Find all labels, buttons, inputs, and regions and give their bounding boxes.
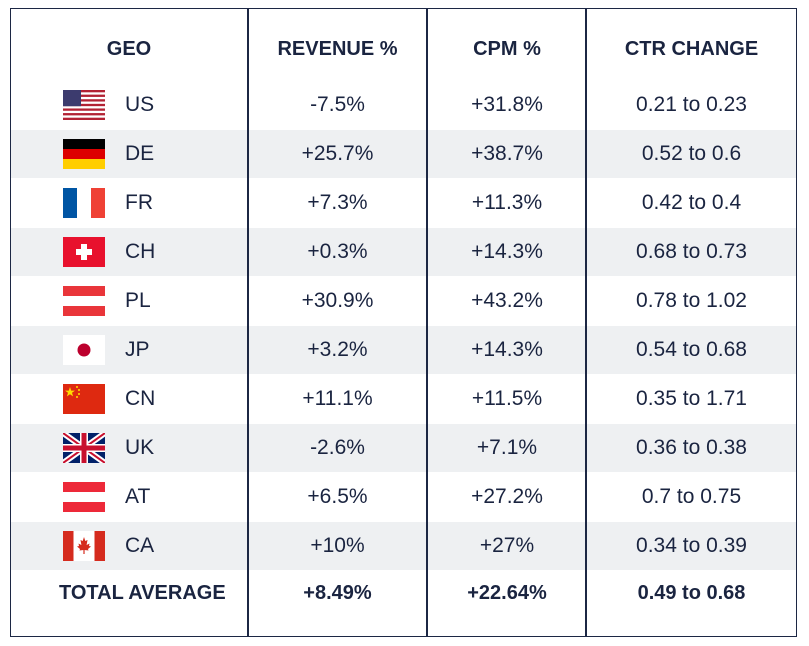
table-row: CA +10% +27% 0.34 to 0.39 [11, 522, 796, 570]
pl-flag-icon [63, 286, 105, 316]
geo-cell: JP [11, 326, 247, 374]
ctr-cell: 0.36 to 0.38 [636, 436, 747, 459]
table-row: CH +0.3% +14.3% 0.68 to 0.73 [11, 228, 796, 276]
cpm-cell: +43.2% [471, 289, 543, 312]
geo-code: FR [125, 191, 153, 214]
header-geo: GEO [106, 37, 152, 60]
total-row: TOTAL AVERAGE +8.49% +22.64% 0.49 to 0.6… [11, 569, 796, 617]
ctr-cell: 0.35 to 1.71 [636, 387, 747, 410]
revenue-cell: -7.5% [310, 93, 365, 116]
geo-cell: CN [11, 375, 247, 423]
table-row: UK -2.6% +7.1% 0.36 to 0.38 [11, 424, 796, 472]
header-ctr: CTR CHANGE [624, 37, 759, 60]
cpm-cell: +38.7% [471, 142, 543, 165]
cn-flag-icon [63, 384, 105, 414]
at-flag-icon [63, 482, 105, 512]
ctr-cell: 0.68 to 0.73 [636, 240, 747, 263]
table-row: JP +3.2% +14.3% 0.54 to 0.68 [11, 326, 796, 374]
fr-flag-icon [63, 188, 105, 218]
table-row: AT +6.5% +27.2% 0.7 to 0.75 [11, 473, 796, 521]
total-ctr: 0.49 to 0.68 [637, 581, 746, 604]
header-revenue: REVENUE % [277, 37, 398, 60]
table-header-row: GEO REVENUE % CPM % CTR CHANGE [11, 25, 796, 73]
geo-cell: PL [11, 277, 247, 325]
uk-flag-icon [63, 433, 105, 463]
cpm-cell: +27.2% [471, 485, 543, 508]
geo-cell: CH [11, 228, 247, 276]
geo-code: UK [125, 436, 155, 459]
revenue-cell: +7.3% [307, 191, 368, 214]
table-row: US -7.5% +31.8% 0.21 to 0.23 [11, 81, 796, 129]
geo-code: CN [125, 387, 156, 410]
ctr-cell: 0.78 to 1.02 [636, 289, 747, 312]
cpm-cell: +11.3% [471, 191, 543, 214]
ctr-cell: 0.54 to 0.68 [636, 338, 747, 361]
revenue-cell: +3.2% [307, 338, 368, 361]
revenue-cell: +30.9% [301, 289, 374, 312]
ctr-cell: 0.21 to 0.23 [636, 93, 747, 116]
ca-flag-icon [63, 531, 105, 561]
revenue-cell: +0.3% [307, 240, 368, 263]
geo-cell: AT [11, 473, 247, 521]
geo-code: DE [125, 142, 155, 165]
geo-cell: UK [11, 424, 247, 472]
geo-code: CH [125, 240, 156, 263]
table-row: FR +7.3% +11.3% 0.42 to 0.4 [11, 179, 796, 227]
geo-cell: US [11, 81, 247, 129]
cpm-cell: +11.5% [471, 387, 543, 410]
cpm-cell: +7.1% [476, 436, 538, 459]
geo-performance-table: GEO REVENUE % CPM % CTR CHANGE US -7.5% +3… [10, 8, 797, 637]
de-flag-icon [63, 139, 105, 169]
ctr-cell: 0.52 to 0.6 [641, 142, 742, 165]
geo-code: US [125, 93, 155, 116]
ctr-cell: 0.34 to 0.39 [636, 534, 747, 557]
ctr-cell: 0.42 to 0.4 [641, 191, 742, 214]
revenue-cell: +10% [310, 534, 365, 557]
total-cpm: +22.64% [467, 581, 547, 604]
geo-code: PL [125, 289, 151, 312]
header-cpm: CPM % [473, 37, 541, 60]
revenue-cell: -2.6% [310, 436, 365, 459]
ctr-cell: 0.7 to 0.75 [641, 485, 742, 508]
geo-cell: FR [11, 179, 247, 227]
revenue-cell: +6.5% [307, 485, 368, 508]
jp-flag-icon [63, 335, 105, 365]
geo-code: AT [125, 485, 151, 508]
ch-flag-icon [63, 237, 105, 267]
cpm-cell: +27% [479, 534, 535, 557]
column-divider [426, 9, 428, 636]
geo-cell: DE [11, 130, 247, 178]
table-row: PL +30.9% +43.2% 0.78 to 1.02 [11, 277, 796, 325]
cpm-cell: +14.3% [471, 240, 543, 263]
table-row: DE +25.7% +38.7% 0.52 to 0.6 [11, 130, 796, 178]
geo-code: JP [125, 338, 150, 361]
revenue-cell: +25.7% [301, 142, 374, 165]
geo-code: CA [125, 534, 155, 557]
revenue-cell: +11.1% [302, 387, 373, 410]
table-row: CN +11.1% +11.5% 0.35 to 1.71 [11, 375, 796, 423]
column-divider [247, 9, 249, 636]
geo-cell: CA [11, 522, 247, 570]
column-divider [585, 9, 587, 636]
cpm-cell: +31.8% [471, 93, 543, 116]
total-revenue: +8.49% [303, 581, 372, 604]
total-label: TOTAL AVERAGE [59, 581, 226, 604]
us-flag-icon [63, 90, 105, 120]
cpm-cell: +14.3% [471, 338, 543, 361]
